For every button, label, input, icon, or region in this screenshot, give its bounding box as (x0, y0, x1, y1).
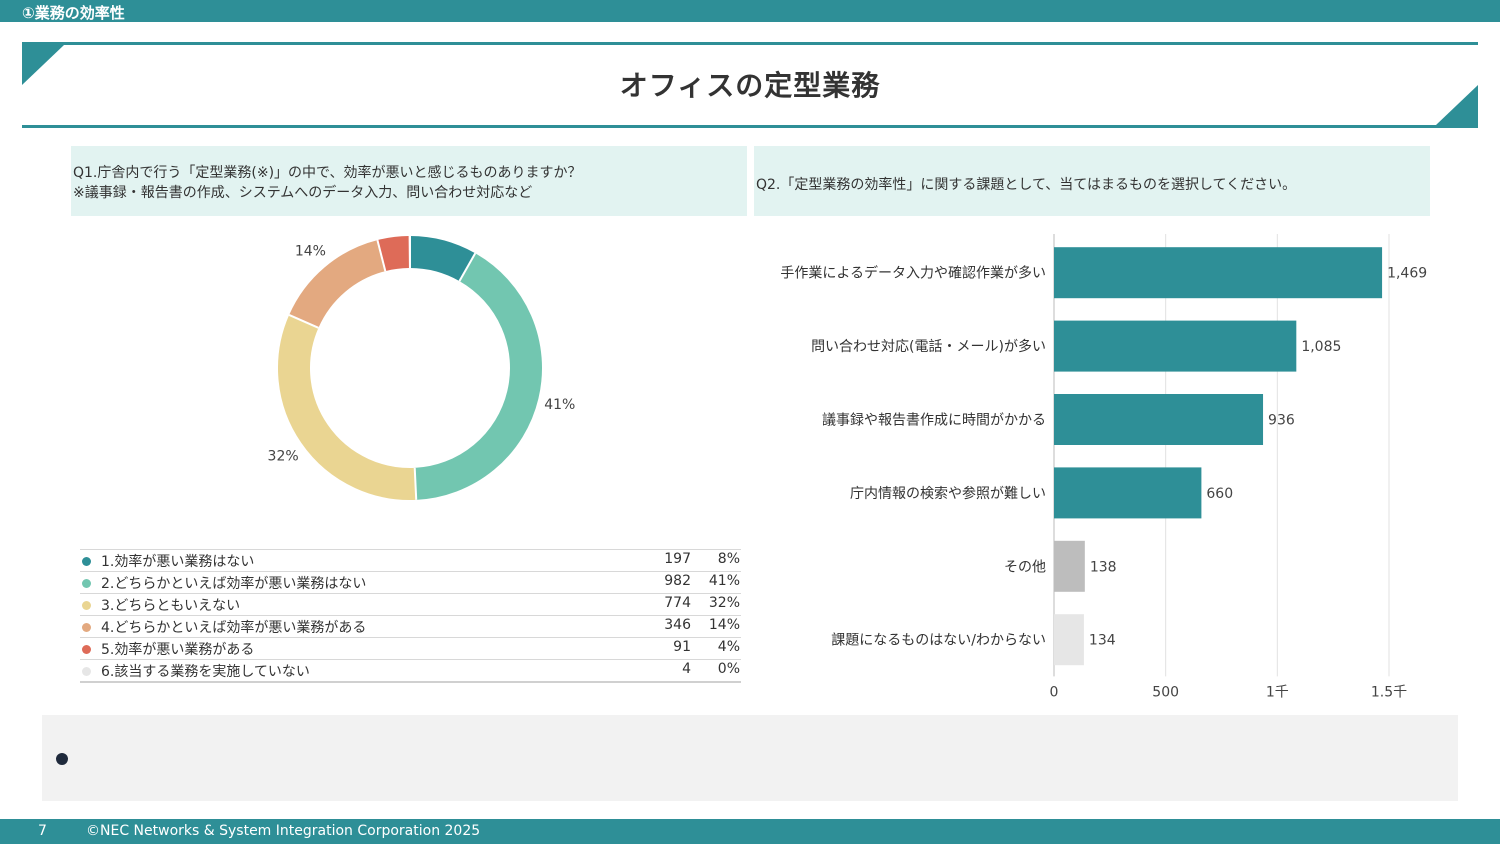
legend-label: 6.該当する業務を実施していない (101, 664, 310, 680)
legend-dot-icon (82, 601, 91, 610)
legend-dot-icon (82, 579, 91, 588)
legend-row: 5.効率が悪い業務がある 91 4% (80, 637, 741, 659)
legend-row: 1.効率が悪い業務はない 197 8% (80, 549, 741, 571)
bar (1054, 540, 1085, 592)
donut-chart: 8%41%32%14%4% (200, 208, 620, 535)
legend-label: 5.効率が悪い業務がある (101, 642, 255, 658)
category-label: 庁内情報の検索や参照が難しい (850, 485, 1046, 502)
q1-question: Q1.庁舎内で行う「定型業務(※)」の中で、効率が悪いと感じるものありますか？ (73, 165, 582, 181)
x-tick-label: 500 (1152, 684, 1179, 700)
slice-percent-label: 8% (438, 225, 460, 228)
section-label: ①業務の効率性 (22, 4, 125, 22)
category-label: その他 (1004, 559, 1046, 575)
legend-row: 4.どちらかといえば効率が悪い業務がある 346 14% (80, 615, 741, 637)
page-number: 7 (38, 823, 47, 839)
value-label: 1,085 (1301, 339, 1341, 355)
donut-slice (409, 236, 476, 282)
legend-percent: 41% (708, 573, 740, 589)
q1-box: Q1.庁舎内で行う「定型業務(※)」の中で、効率が悪いと感じるものありますか？ … (71, 146, 747, 216)
category-label: 問い合わせ対応(電話・メール)が多い (811, 338, 1046, 355)
category-label: 議事録や報告書作成に時間がかかる (822, 412, 1046, 429)
slice-percent-label: 32% (268, 448, 299, 464)
title-divider-top (22, 42, 1478, 45)
donut-slice (377, 236, 410, 272)
bar (1054, 614, 1084, 666)
legend-count: 91 (673, 639, 691, 655)
value-label: 134 (1089, 633, 1116, 649)
legend-count: 346 (664, 617, 691, 633)
legend-dot-icon (82, 557, 91, 566)
bar (1054, 467, 1202, 519)
bar-chart: 0 500 1千 1.5千 手作業によるデータ入力や確認作業が多い 1,469 問い合わせ対… (750, 228, 1450, 708)
legend-label: 4.どちらかといえば効率が悪い業務がある (101, 620, 367, 636)
donut-legend-table: 1.効率が悪い業務はない 197 8% 2.どちらかといえば効率が悪い業務はない 982… (80, 549, 741, 683)
legend-dot-icon (82, 623, 91, 632)
copyright: ©NEC Networks & System Integration Corpo… (86, 823, 481, 839)
legend-percent: 0% (717, 661, 740, 677)
legend-row: 6.該当する業務を実施していない 4 0% (80, 659, 741, 683)
legend-label: 2.どちらかといえば効率が悪い業務はない (101, 576, 367, 592)
value-label: 936 (1268, 413, 1295, 429)
title-corner-left (22, 45, 64, 85)
footer-bar: 7 ©NEC Networks & System Integration Cor… (0, 819, 1500, 844)
value-label: 1,469 (1387, 266, 1427, 282)
legend-row: 3.どちらともいえない 774 32% (80, 593, 741, 615)
legend-percent: 32% (708, 595, 740, 611)
x-tick-label: 1千 (1266, 684, 1289, 700)
legend-count: 982 (664, 573, 691, 589)
legend-percent: 14% (708, 617, 740, 633)
bar-svg: 0 500 1千 1.5千 手作業によるデータ入力や確認作業が多い 1,469 問い合わせ対… (780, 234, 1427, 700)
slice-separator (376, 239, 387, 272)
donut-slice (414, 253, 542, 500)
x-tick-label: 0 (1050, 684, 1059, 700)
bullet-icon (56, 753, 68, 765)
bar (1054, 394, 1264, 445)
header-bar: ①業務の効率性 (0, 0, 1500, 22)
bar (1054, 247, 1383, 299)
donut-svg: 8%41%32%14%4% (268, 208, 575, 500)
donut-slice (278, 314, 417, 500)
q2-question: Q2.「定型業務の効率性」に関する課題として、当てはまるものを選択してください。 (756, 177, 1297, 193)
slice-percent-label: 14% (295, 244, 326, 260)
legend-percent: 8% (717, 551, 740, 567)
legend-dot-icon (82, 645, 91, 654)
title-divider-bottom (22, 125, 1478, 128)
category-label: 手作業によるデータ入力や確認作業が多い (780, 265, 1046, 282)
page-title: オフィスの定型業務 (619, 69, 881, 102)
q2-box: Q2.「定型業務の効率性」に関する課題として、当てはまるものを選択してください。 (754, 146, 1430, 216)
legend-label: 1.効率が悪い業務はない (101, 554, 255, 570)
donut-slice (289, 240, 386, 329)
legend-count: 197 (664, 551, 691, 567)
value-label: 660 (1206, 486, 1233, 502)
title-corner-right (1436, 85, 1478, 125)
x-tick-label: 1.5千 (1371, 684, 1407, 700)
legend-dot-icon (82, 667, 91, 676)
legend-count: 774 (664, 595, 691, 611)
bar (1054, 320, 1297, 372)
value-label: 138 (1090, 559, 1117, 575)
notes-panel (42, 715, 1458, 801)
slice-separator (413, 467, 418, 500)
q1-note: ※議事録・報告書の作成、システムへのデータ入力、問い合わせ対応など (73, 185, 533, 201)
legend-label: 3.どちらともいえない (101, 598, 241, 614)
category-label: 課題になるものはない/わからない (831, 633, 1046, 649)
legend-count: 4 (682, 661, 691, 677)
slice-separator (458, 252, 477, 282)
legend-row: 2.どちらかといえば効率が悪い業務はない 982 41% (80, 571, 741, 593)
slice-percent-label: 41% (544, 397, 575, 413)
legend-percent: 4% (717, 639, 740, 655)
slice-separator (288, 314, 319, 329)
